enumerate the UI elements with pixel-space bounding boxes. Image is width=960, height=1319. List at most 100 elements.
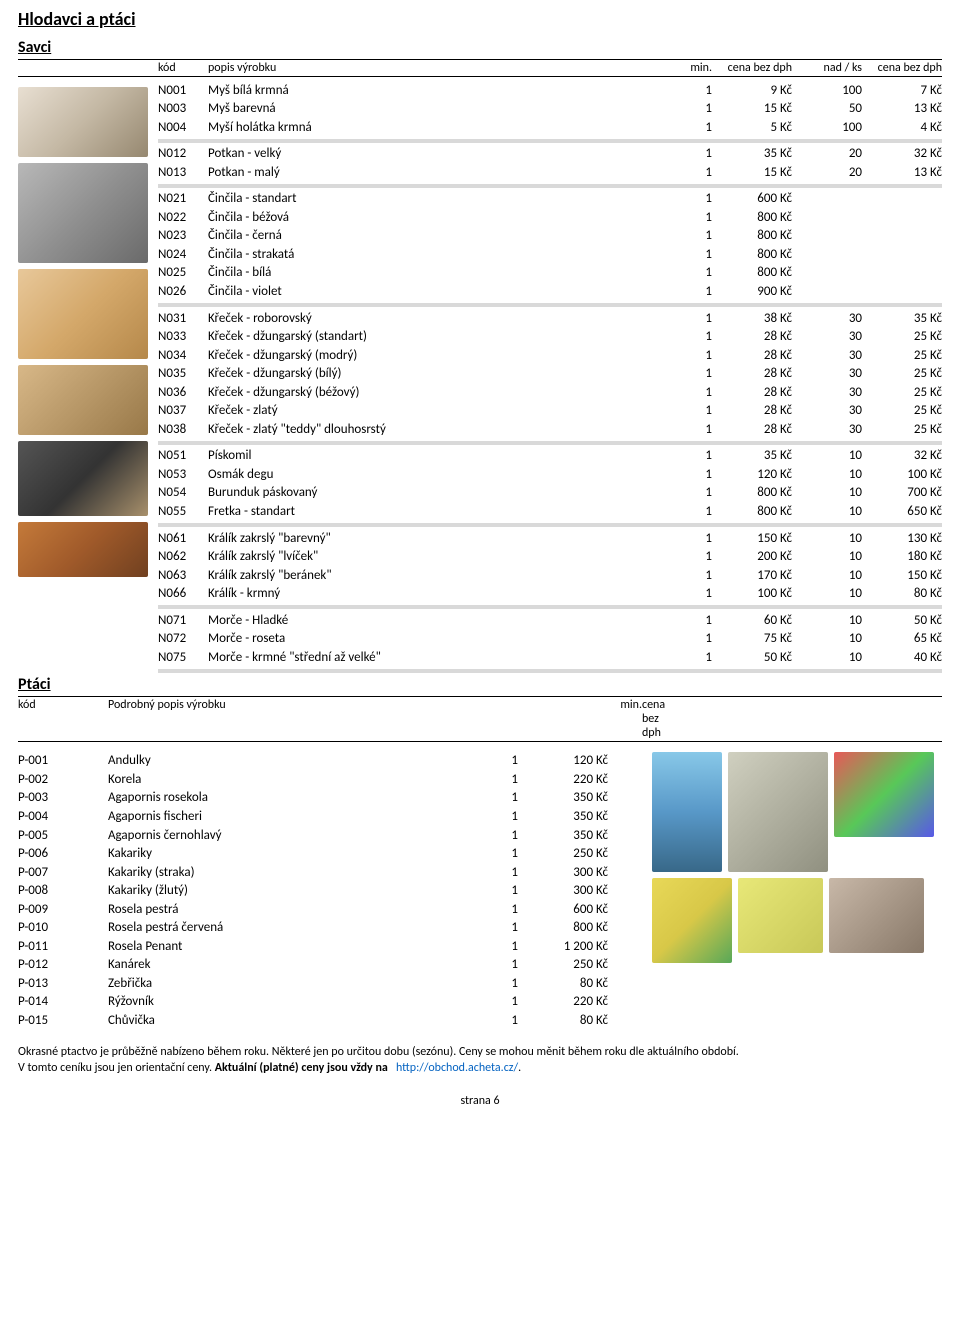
cell-cena: 800 Kč xyxy=(518,919,608,937)
cell-popis: Činčila - černá xyxy=(208,227,672,245)
group-separator xyxy=(158,303,942,307)
cell-popis: Činčila - strakatá xyxy=(208,246,672,264)
cell-popis: Potkan - malý xyxy=(208,164,672,182)
cell-cena: 800 Kč xyxy=(712,246,792,264)
image-chinchilla xyxy=(18,163,148,263)
hdr-popis: popis výrobku xyxy=(208,61,672,75)
cell-cena2 xyxy=(862,190,942,208)
table-row: N036Křeček - džungarský (béžový)128 Kč30… xyxy=(158,383,942,402)
cell-min: 1 xyxy=(478,827,518,845)
cell-kod: N024 xyxy=(158,246,208,264)
cell-nad xyxy=(792,264,862,282)
hdr-min: min. xyxy=(672,61,712,75)
cell-min: 1 xyxy=(478,864,518,882)
cell-nad: 10 xyxy=(792,548,862,566)
cell-min: 1 xyxy=(478,919,518,937)
cell-cena: 800 Kč xyxy=(712,227,792,245)
cell-min: 1 xyxy=(672,283,712,301)
cell-min: 1 xyxy=(672,190,712,208)
cell-min: 1 xyxy=(478,882,518,900)
image-hamster xyxy=(18,269,148,359)
table-row: N035Křeček - džungarský (bílý)128 Kč3025… xyxy=(158,365,942,384)
cell-min: 1 xyxy=(672,484,712,502)
cell-kod: N013 xyxy=(158,164,208,182)
cell-min: 1 xyxy=(478,771,518,789)
cell-cena: 120 Kč xyxy=(518,752,608,770)
cell-min: 1 xyxy=(672,145,712,163)
cell-kod: N025 xyxy=(158,264,208,282)
cell-popis: Činčila - standart xyxy=(208,190,672,208)
cell-min: 1 xyxy=(672,649,712,667)
cell-cena: 28 Kč xyxy=(712,384,792,402)
table-row: N062Králík zakrslý "lvíček"1200 Kč10180 … xyxy=(158,548,942,567)
cell-cena: 80 Kč xyxy=(518,975,608,993)
cell-min: 1 xyxy=(672,82,712,100)
cell-nad: 30 xyxy=(792,384,862,402)
footnote-line2: V tomto ceníku jsou jen orientační ceny.… xyxy=(18,1060,942,1076)
cell-popis: Myš bílá krmná xyxy=(208,82,672,100)
cell-min: 1 xyxy=(672,246,712,264)
cell-kod: P-007 xyxy=(18,864,108,882)
cell-kod: N053 xyxy=(158,466,208,484)
cell-kod: N038 xyxy=(158,421,208,439)
cell-cena2 xyxy=(862,209,942,227)
cell-kod: N051 xyxy=(158,447,208,465)
cell-min: 1 xyxy=(478,808,518,826)
cell-kod: N066 xyxy=(158,585,208,603)
cell-min: 1 xyxy=(672,630,712,648)
cell-cena2: 40 Kč xyxy=(862,649,942,667)
footnote-link[interactable]: http://obchod.acheta.cz/ xyxy=(396,1061,518,1075)
cell-cena2: 25 Kč xyxy=(862,347,942,365)
cell-min: 1 xyxy=(672,447,712,465)
group-separator xyxy=(158,441,942,445)
cell-popis: Králík zakrslý "lvíček" xyxy=(208,548,672,566)
cell-kod: N026 xyxy=(158,283,208,301)
section-title-ptaci: Ptáci xyxy=(18,675,942,694)
cell-nad: 30 xyxy=(792,347,862,365)
cell-cena2: 32 Kč xyxy=(862,145,942,163)
cell-kod: P-006 xyxy=(18,845,108,863)
cell-cena: 600 Kč xyxy=(712,190,792,208)
cell-kod: N037 xyxy=(158,402,208,420)
footnote-bold: Aktuální (platné) ceny jsou vždy na xyxy=(215,1061,388,1075)
cell-popis: Osmák degu xyxy=(208,466,672,484)
table-row: N025Činčila - bílá1800 Kč xyxy=(158,264,942,283)
table-row: N001Myš bílá krmná19 Kč1007 Kč xyxy=(158,81,942,100)
cell-kod: N061 xyxy=(158,530,208,548)
cell-cena: 300 Kč xyxy=(518,864,608,882)
cell-min: 1 xyxy=(478,1012,518,1030)
table-row: N053Osmák degu1120 Kč10100 Kč xyxy=(158,465,942,484)
cell-min: 1 xyxy=(672,164,712,182)
cell-cena2: 25 Kč xyxy=(862,402,942,420)
cell-nad: 30 xyxy=(792,328,862,346)
table-row: N031Křeček - roborovský138 Kč3035 Kč xyxy=(158,309,942,328)
cell-kod: N034 xyxy=(158,347,208,365)
table-row: N033Křeček - džungarský (standart)128 Kč… xyxy=(158,328,942,347)
cell-min: 1 xyxy=(672,585,712,603)
cell-min: 1 xyxy=(478,975,518,993)
cell-cena2: 25 Kč xyxy=(862,365,942,383)
cell-popis: Kakariky (straka) xyxy=(108,864,478,882)
cell-popis: Kakariky (žlutý) xyxy=(108,882,478,900)
cell-cena: 600 Kč xyxy=(518,901,608,919)
cell-cena2: 35 Kč xyxy=(862,310,942,328)
footnote: Okrasné ptactvo je průběžně nabízeno běh… xyxy=(18,1044,942,1076)
footnote-text: V tomto ceníku jsou jen orientační ceny. xyxy=(18,1061,215,1075)
cell-kod: P-008 xyxy=(18,882,108,900)
cell-popis: Křeček - džungarský (bílý) xyxy=(208,365,672,383)
cell-cena: 5 Kč xyxy=(712,119,792,137)
cell-cena2: 50 Kč xyxy=(862,612,942,630)
cell-cena: 35 Kč xyxy=(712,145,792,163)
image-budgie xyxy=(652,752,722,872)
cell-kod: N004 xyxy=(158,119,208,137)
cell-popis: Kakariky xyxy=(108,845,478,863)
cell-popis: Rosela pestrá xyxy=(108,901,478,919)
cell-kod: N021 xyxy=(158,190,208,208)
cell-nad: 10 xyxy=(792,447,862,465)
cell-cena: 15 Kč xyxy=(712,100,792,118)
image-guinea-pig xyxy=(18,522,148,577)
table-row: N051Pískomil135 Kč1032 Kč xyxy=(158,447,942,466)
cell-cena2: 130 Kč xyxy=(862,530,942,548)
cell-cena2: 650 Kč xyxy=(862,503,942,521)
cell-nad xyxy=(792,209,862,227)
